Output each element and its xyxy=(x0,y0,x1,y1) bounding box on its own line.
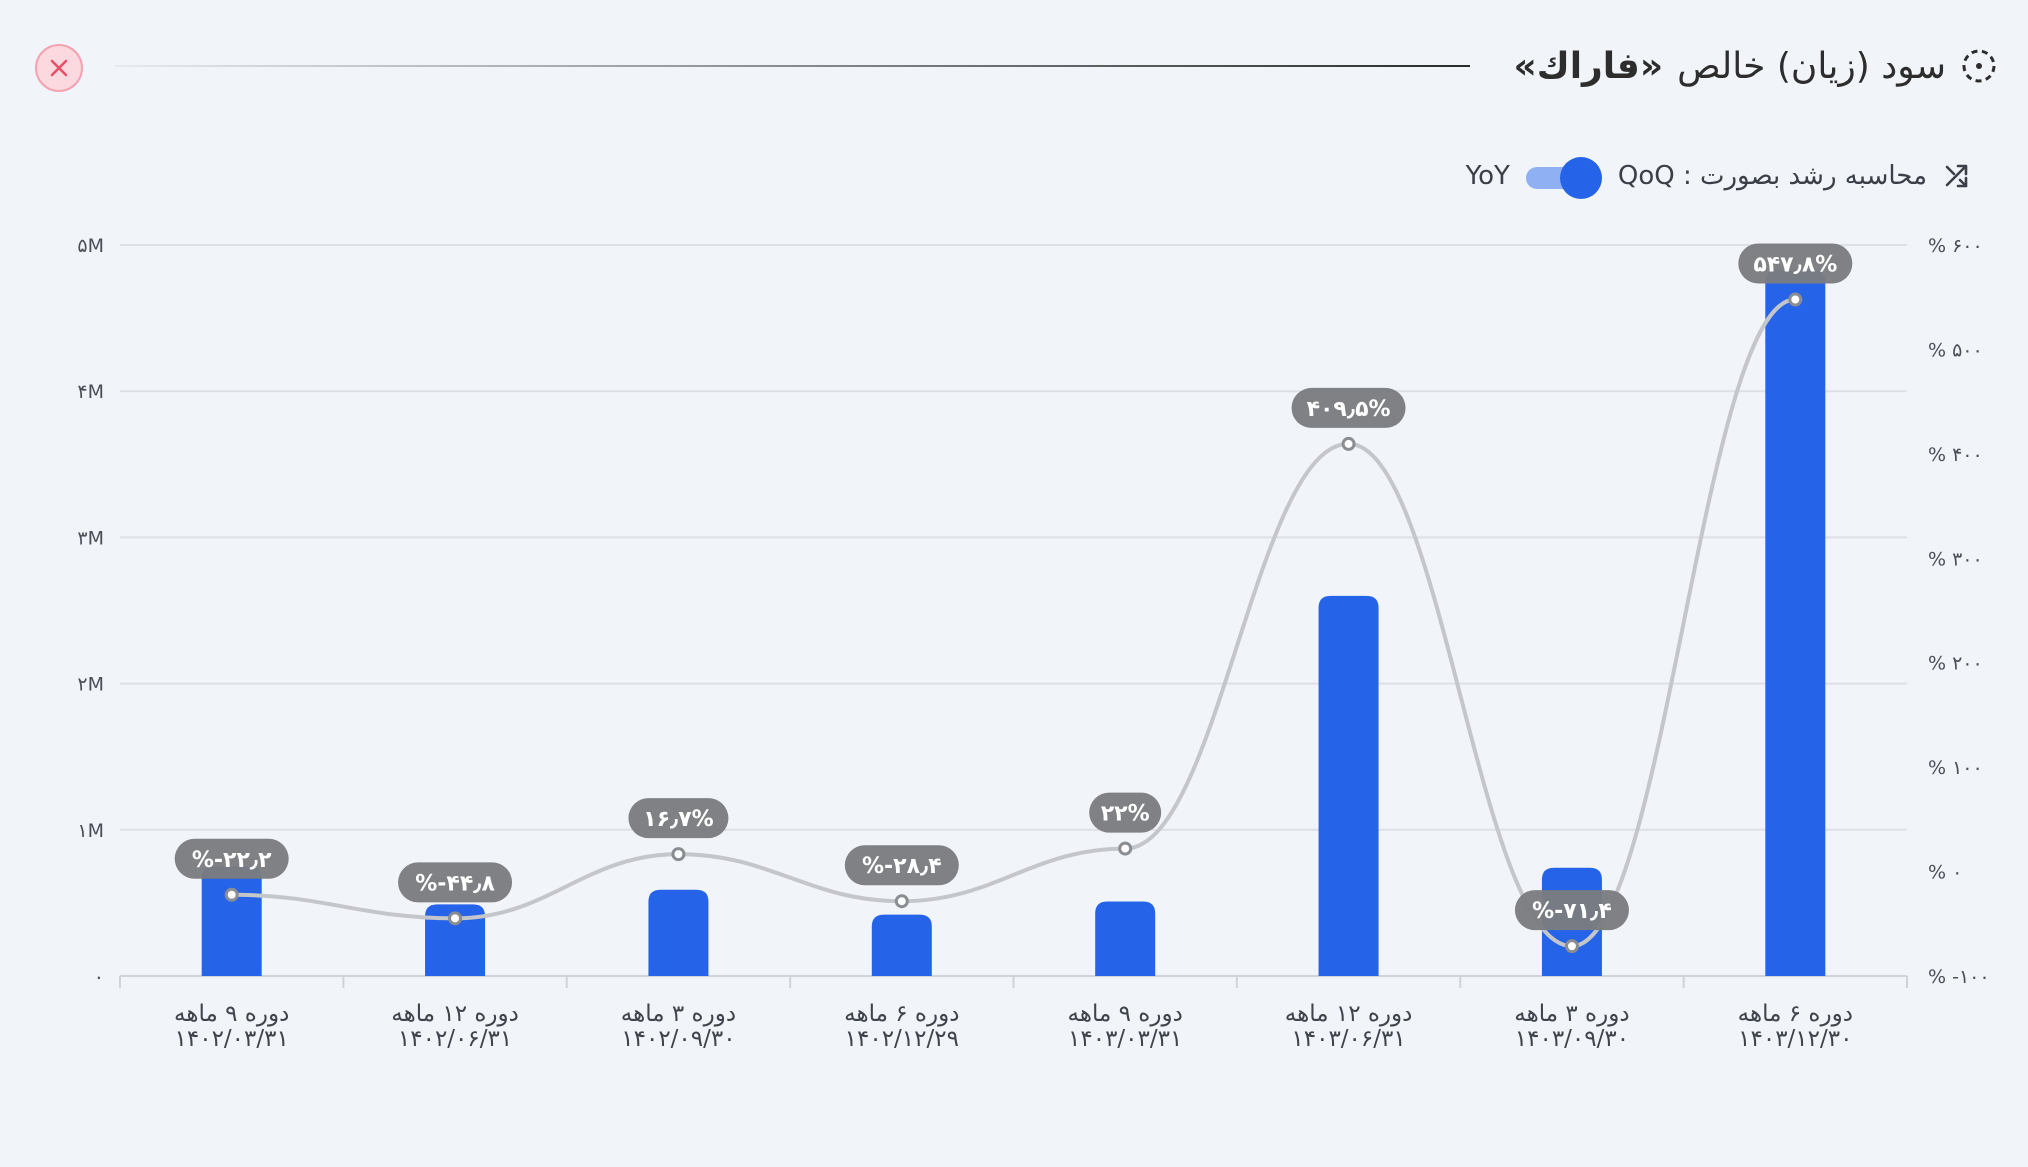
data-label-bg xyxy=(1514,890,1629,931)
data-label-bg xyxy=(398,862,513,903)
line-point xyxy=(1118,841,1133,856)
bar xyxy=(425,904,486,976)
data-label: %-۴۴٫۸ xyxy=(415,871,495,896)
bar xyxy=(1095,901,1156,976)
y-right-tick-label: % ۵۰۰ xyxy=(1928,339,1983,361)
close-icon xyxy=(50,59,68,77)
qoq-yoy-switch[interactable] xyxy=(1525,154,1602,199)
y-left-tick-label: ۵M xyxy=(77,235,104,257)
growth-line xyxy=(229,297,1798,949)
line-point xyxy=(1564,939,1579,954)
bar xyxy=(1318,595,1379,976)
line-point xyxy=(448,911,463,926)
x-tick-label: دوره ۳ ماهه xyxy=(621,1001,736,1027)
x-tick-date: ۱۴۰۲/۰۳/۳۱ xyxy=(175,1026,289,1052)
y-right-tick-label: % -۱۰۰ xyxy=(1928,966,1990,988)
y-right-tick-label: % ۰ xyxy=(1928,862,1962,884)
x-tick-label: دوره ۹ ماهه xyxy=(174,1001,289,1027)
data-label-bg xyxy=(628,798,729,839)
x-tick-label: دوره ۹ ماهه xyxy=(1068,1001,1183,1027)
toggle-alt-label: YoY xyxy=(1465,161,1510,191)
bar xyxy=(871,914,932,976)
x-tick-label: دوره ۶ ماهه xyxy=(1738,1001,1853,1027)
line-point xyxy=(671,847,686,862)
y-left-tick-label: ۱M xyxy=(77,820,104,842)
data-label: ۴۰۹٫۵% xyxy=(1307,397,1391,422)
data-label: %-۷۱٫۴ xyxy=(1532,899,1612,924)
data-label: ۲۲% xyxy=(1101,802,1150,827)
y-right-tick-label: % ۱۰۰ xyxy=(1928,757,1983,779)
data-label: %-۲۲٫۲ xyxy=(192,848,272,873)
line-point xyxy=(894,894,909,909)
x-tick-date: ۱۴۰۳/۰۶/۳۱ xyxy=(1291,1026,1405,1052)
data-label: ۱۶٫۷% xyxy=(643,807,714,832)
x-tick-date: ۱۴۰۲/۱۲/۲۹ xyxy=(845,1026,959,1052)
x-tick-label: دوره ۱۲ ماهه xyxy=(391,1001,519,1027)
data-label-bg xyxy=(1291,387,1406,428)
x-tick-date: ۱۴۰۳/۰۳/۳۱ xyxy=(1068,1026,1182,1052)
title-divider xyxy=(115,65,1470,67)
page-title: سود (زیان) خالص «فاراك» xyxy=(1513,38,1998,94)
company-name: «فاراك» xyxy=(1513,45,1664,87)
line-point xyxy=(1788,292,1803,307)
dashed-circle-icon xyxy=(1962,49,1996,83)
x-tick-date: ۱۴۰۳/۰۹/۳۰ xyxy=(1515,1026,1629,1052)
x-tick-label: دوره ۳ ماهه xyxy=(1514,1001,1629,1027)
data-label-bg xyxy=(1089,792,1162,833)
switch-knob xyxy=(1559,157,1602,199)
bar xyxy=(201,866,262,976)
y-left-tick-label: ۳M xyxy=(77,527,104,549)
close-button[interactable] xyxy=(35,44,83,92)
y-right-tick-label: % ۳۰۰ xyxy=(1928,548,1983,570)
title-text: سود (زیان) خالص xyxy=(1677,45,1946,87)
data-label: %-۲۸٫۴ xyxy=(862,854,942,879)
y-left-tick-label: ۰ xyxy=(94,966,104,988)
bar xyxy=(648,889,709,976)
x-tick-date: ۱۴۰۲/۰۶/۳۱ xyxy=(398,1026,512,1052)
x-tick-date: ۱۴۰۲/۰۹/۳۰ xyxy=(621,1026,735,1052)
line-point xyxy=(224,887,239,902)
y-right-tick-label: % ۶۰۰ xyxy=(1928,235,1983,257)
data-label-bg xyxy=(174,838,289,879)
data-label-bg xyxy=(1738,243,1853,284)
shuffle-icon xyxy=(1945,164,1968,188)
y-right-tick-label: % ۴۰۰ xyxy=(1928,444,1983,466)
y-right-tick-label: % ۲۰۰ xyxy=(1928,653,1983,675)
bar xyxy=(1765,269,1826,976)
toggle-label: محاسبه رشد بصورت : QoQ xyxy=(1617,161,1927,191)
y-left-tick-label: ۴M xyxy=(77,381,104,403)
data-label-bg xyxy=(844,845,959,886)
growth-toggle: محاسبه رشد بصورت : QoQ YoY xyxy=(1466,150,1973,202)
x-tick-date: ۱۴۰۳/۱۲/۳۰ xyxy=(1738,1026,1852,1052)
x-tick-label: دوره ۶ ماهه xyxy=(844,1001,959,1027)
x-tick-label: دوره ۱۲ ماهه xyxy=(1285,1001,1413,1027)
line-point xyxy=(1341,436,1356,451)
data-label: ۵۴۷٫۸% xyxy=(1753,253,1837,278)
y-left-tick-label: ۲M xyxy=(77,674,104,696)
